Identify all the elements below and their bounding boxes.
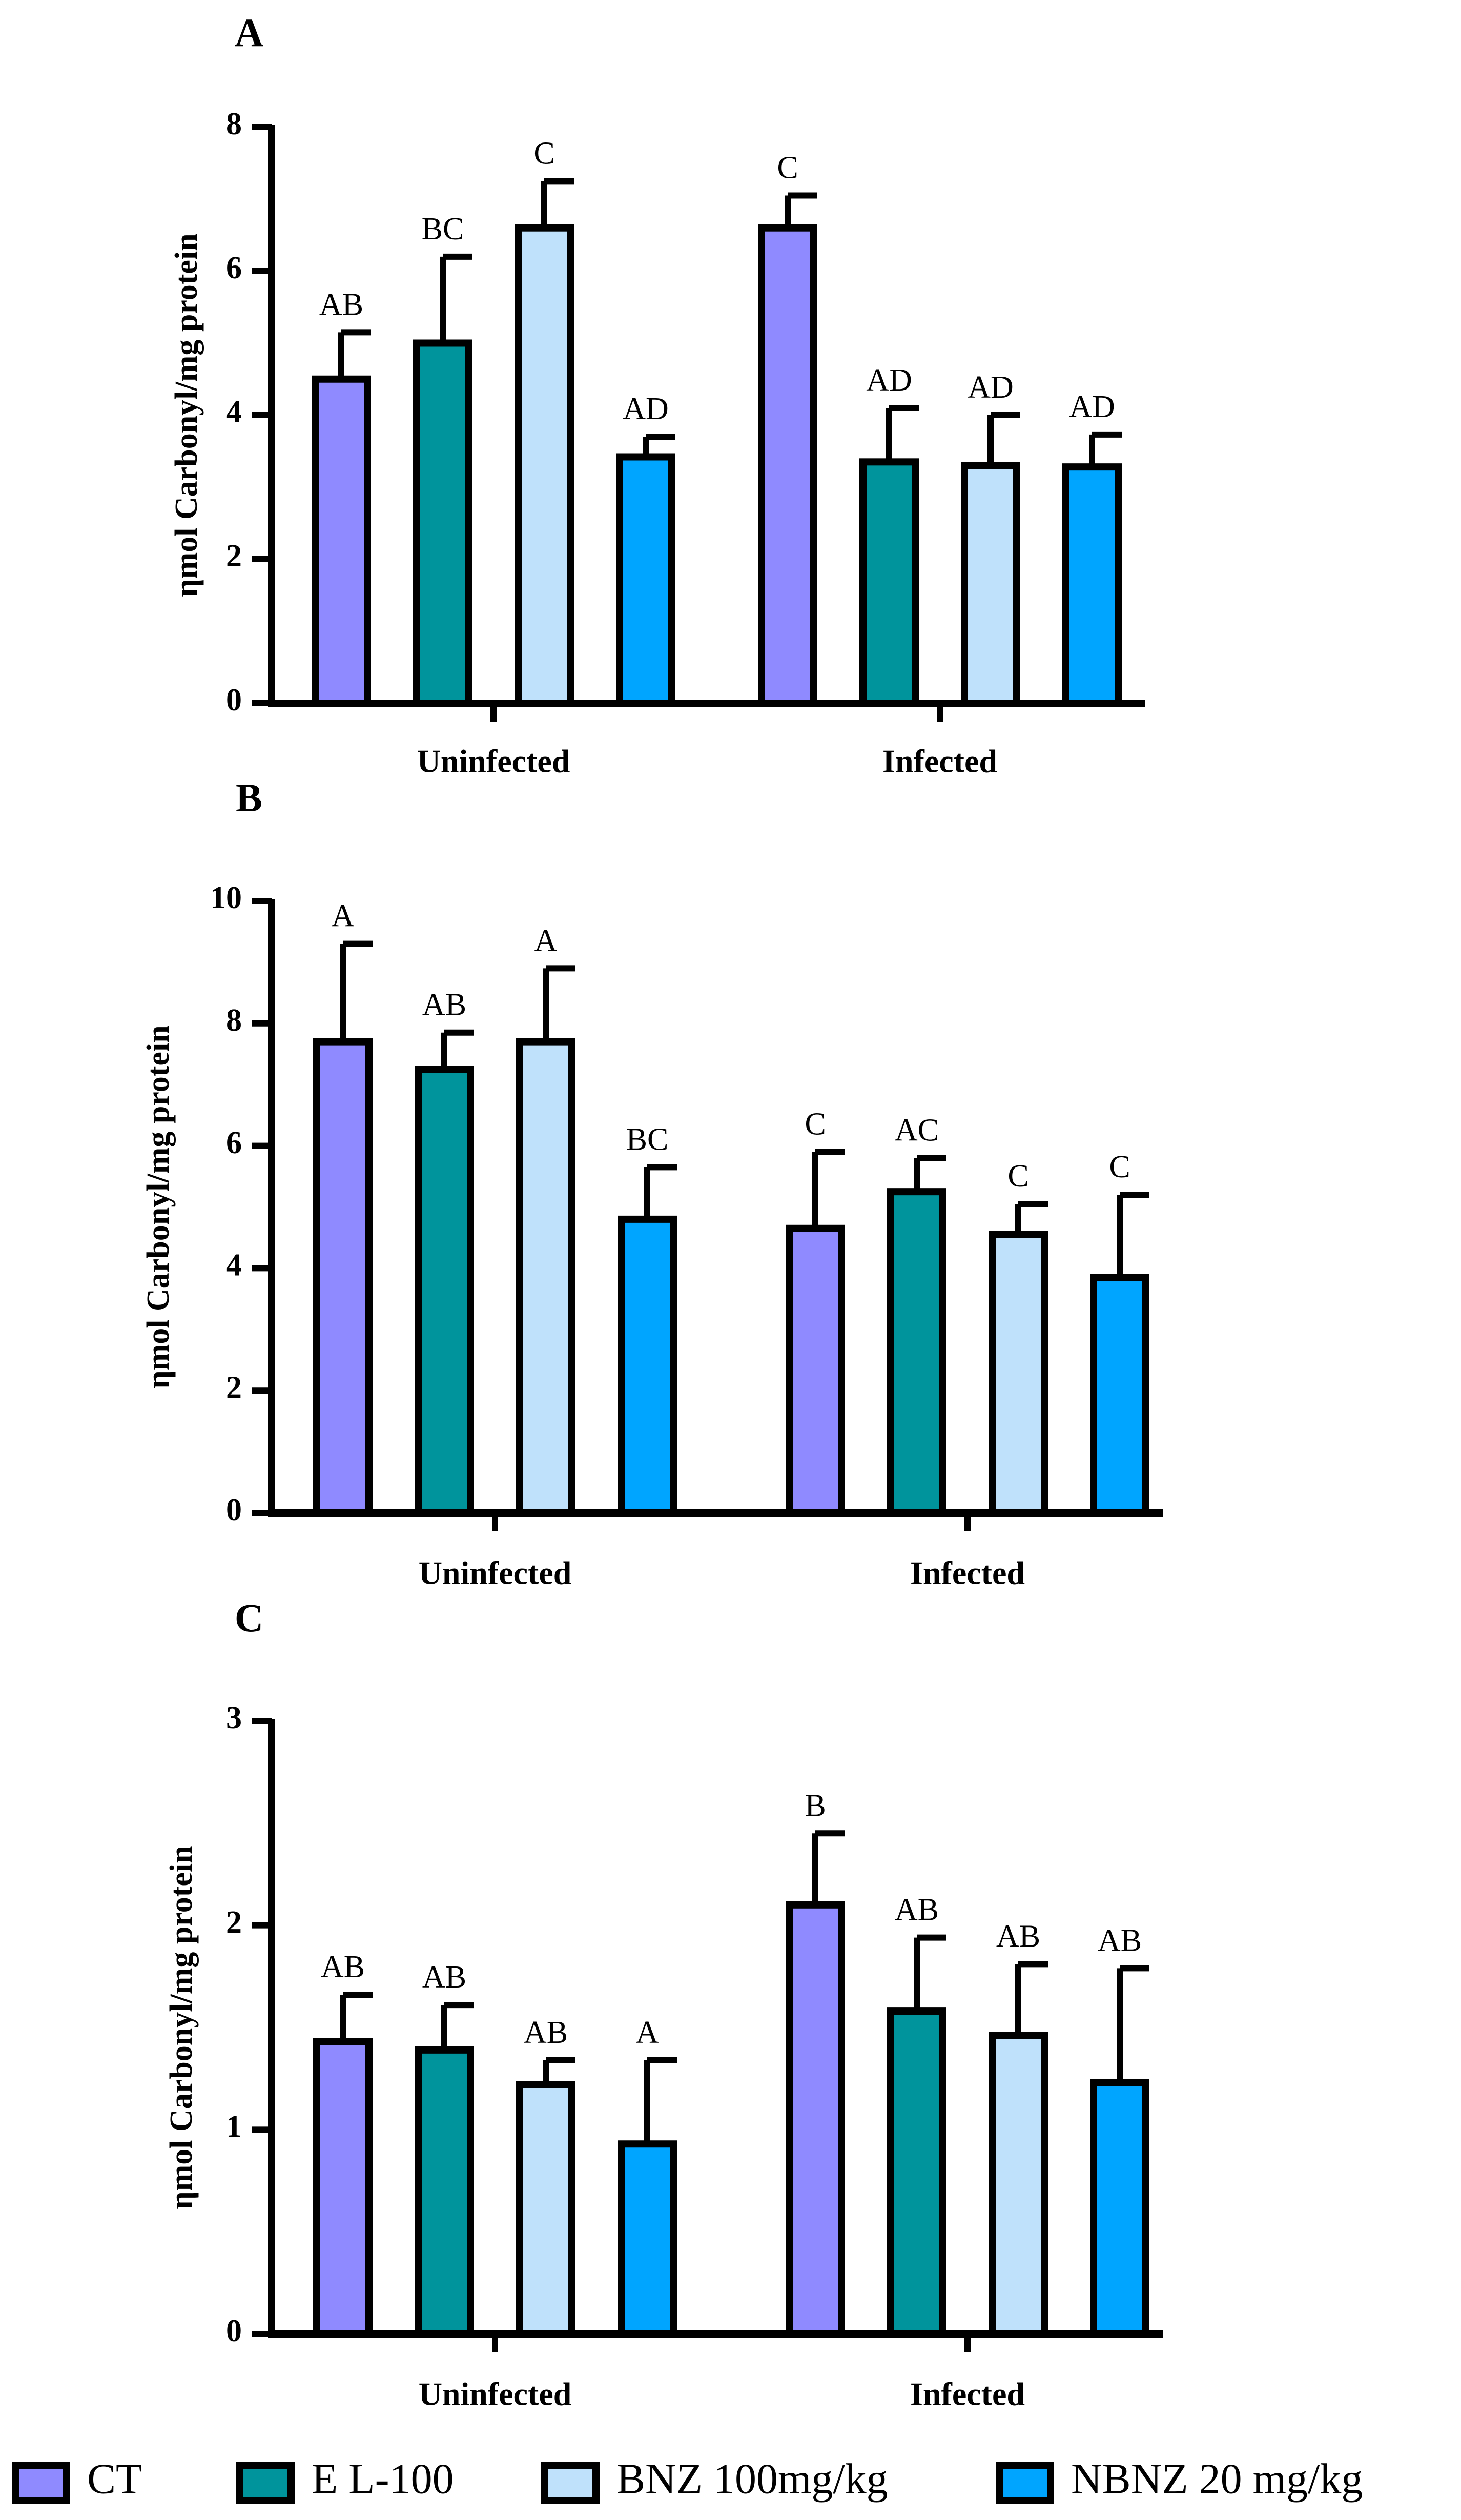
legend-swatch (12, 2462, 70, 2504)
significance-label: BC (626, 1122, 669, 1157)
bar-e-l-100-infected (887, 1188, 946, 1517)
significance-label: AB (895, 1893, 939, 1928)
bar-ct-infected (786, 1224, 845, 1517)
significance-label: B (805, 1788, 826, 1823)
panel-c: C 0 1 2 3 ηmol Carbonyl/mg protein Uninfected A… (164, 1595, 1163, 2412)
y-tick-label: 0 (226, 683, 242, 718)
bar-bnz-100mg-kg-infected (989, 2032, 1048, 2338)
legend-swatch (236, 2462, 295, 2504)
category-label-infected: Infected (910, 2376, 1025, 2412)
legend-label: BNZ 100mg/kg (616, 2455, 888, 2503)
y-tick-label: 4 (226, 395, 242, 429)
y-tick-label: 10 (210, 880, 242, 915)
panels: A 0 2 4 6 8 ηmol Carbonyl/mg protein Uninfected… (141, 10, 1163, 2412)
bar-e-l-100-uninfected (415, 1066, 474, 1517)
significance-label: AB (524, 2015, 568, 2050)
y-tick-label: 2 (226, 1905, 242, 1940)
significance-label: C (1109, 1150, 1130, 1184)
bar-bnz-100mg-kg-uninfected (516, 1038, 575, 1517)
y-axis-title: ηmol Carbonyl/mg protein (164, 1846, 199, 2209)
bar-bnz-100mg-kg-infected (989, 1231, 1048, 1517)
y-tick-label: 2 (226, 539, 242, 573)
panel-label: C (235, 1595, 263, 1640)
category-label-uninfected: Uninfected (419, 1555, 572, 1591)
y-tick-label: 0 (226, 1492, 242, 1527)
y-tick-label: 1 (226, 2109, 242, 2144)
significance-label: C (1007, 1159, 1028, 1194)
legend-item-bnz-100mg-kg: BNZ 100mg/kg (541, 2455, 888, 2504)
bar-bnz-100mg-kg-uninfected (516, 2081, 575, 2338)
y-tick-label: 8 (226, 107, 242, 141)
panel-a: A 0 2 4 6 8 ηmol Carbonyl/mg protein Uninfected… (169, 10, 1145, 780)
category-label-uninfected: Uninfected (417, 743, 570, 780)
bar-bnz-100mg-kg-uninfected (515, 224, 574, 707)
significance-label: AD (968, 370, 1014, 405)
y-tick-label: 8 (226, 1003, 242, 1038)
legend-label: CT (87, 2455, 142, 2503)
bar-nbnz-20-mg-kg-infected (1062, 463, 1122, 707)
panel-label: B (236, 775, 262, 820)
y-axis-title: ηmol Carbonyl/mg protein (141, 1025, 176, 1388)
legend-label: E L-100 (312, 2455, 454, 2503)
y-tick-label: 0 (226, 2313, 242, 2348)
bar-e-l-100-infected (887, 2007, 946, 2338)
bar-ct-uninfected (313, 1038, 373, 1517)
bar-nbnz-20-mg-kg-uninfected (618, 1215, 677, 1517)
legend-item-ct: CT (12, 2455, 142, 2504)
significance-label: AB (1098, 1923, 1142, 1958)
significance-label: C (777, 150, 798, 185)
y-tick-label: 6 (226, 251, 242, 285)
significance-label: AB (321, 1950, 365, 1984)
significance-label: A (636, 2015, 659, 2050)
significance-label: AB (996, 1919, 1040, 1954)
significance-label: BC (422, 212, 464, 247)
panel-b: B 0 2 4 6 8 10 ηmol Carbonyl/mg protein Uninfect… (141, 775, 1163, 1591)
significance-label: C (805, 1107, 826, 1142)
legend-swatch (996, 2462, 1054, 2504)
bar-ct-infected (786, 1901, 845, 2338)
y-axis-title: ηmol Carbonyl/mg protein (169, 233, 204, 597)
y-tick-label: 4 (226, 1248, 242, 1283)
bar-nbnz-20-mg-kg-infected (1090, 1274, 1149, 1517)
bar-ct-infected (758, 224, 817, 707)
y-tick-label: 2 (226, 1370, 242, 1405)
legend-swatch (541, 2462, 600, 2504)
significance-label: A (332, 899, 355, 934)
y-tick-label: 6 (226, 1125, 242, 1160)
significance-label: AD (866, 363, 912, 398)
panel-label: A (235, 10, 263, 55)
bar-e-l-100-uninfected (415, 2046, 474, 2338)
significance-label: A (534, 923, 558, 958)
bar-e-l-100-uninfected (413, 339, 472, 707)
bar-ct-uninfected (313, 2038, 373, 2338)
bar-ct-uninfected (312, 375, 371, 707)
significance-label: AD (1069, 390, 1115, 424)
bar-nbnz-20-mg-kg-infected (1090, 2079, 1149, 2338)
significance-label: AB (319, 287, 363, 322)
category-label-uninfected: Uninfected (419, 2376, 572, 2412)
y-tick-label: 3 (226, 1701, 242, 1735)
legend-item-nbnz-20-mg-kg: NBNZ 20 mg/kg (996, 2455, 1363, 2504)
bar-nbnz-20-mg-kg-uninfected (616, 453, 675, 707)
significance-label: C (533, 136, 554, 171)
category-label-infected: Infected (882, 743, 997, 780)
bar-bnz-100mg-kg-infected (961, 462, 1020, 707)
legend-item-e-l-100: E L-100 (236, 2455, 454, 2504)
legend-label: NBNZ 20 mg/kg (1071, 2455, 1363, 2503)
bar-e-l-100-infected (859, 458, 919, 707)
significance-label: AC (895, 1113, 939, 1148)
category-label-infected: Infected (910, 1555, 1025, 1591)
legend: CT E L-100 BNZ 100mg/kg NBNZ 20 mg/kg (12, 2455, 1363, 2504)
significance-label: AB (422, 988, 466, 1022)
significance-label: AD (623, 392, 669, 426)
significance-label: AB (422, 1960, 466, 1995)
bar-nbnz-20-mg-kg-uninfected (618, 2140, 677, 2338)
